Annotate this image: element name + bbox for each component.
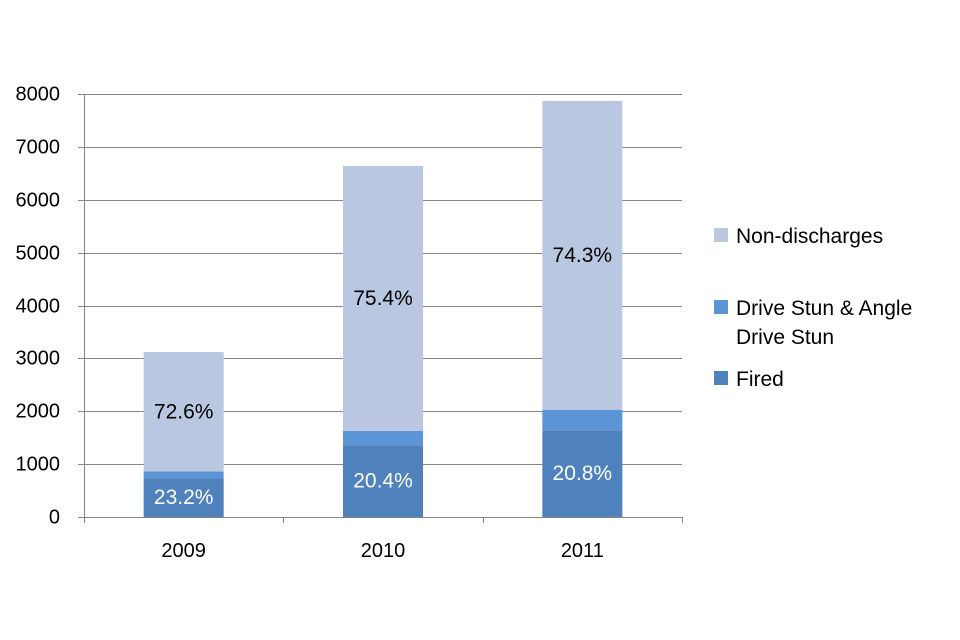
y-tick-label-5000: 5000: [16, 243, 61, 265]
y-tick-label-4000: 4000: [16, 296, 61, 318]
data-label-2009-series-0: 23.2%: [154, 486, 214, 509]
bar-2011-series-1: [542, 409, 623, 431]
axes: [78, 94, 683, 523]
x-tick-label-2009: 2009: [161, 540, 206, 562]
data-label-2010-series-0: 20.4%: [353, 470, 413, 493]
bar-2010-series-0: [343, 445, 423, 517]
x-tick-label-2010: 2010: [361, 540, 406, 562]
legend-swatch-fired: [714, 371, 728, 385]
bar-2010-series-1: [343, 430, 423, 446]
y-tick-label-0: 0: [49, 507, 60, 529]
y-tick-label-7000: 7000: [16, 137, 61, 159]
legend-label-drive-stun: Drive Stun & Angle Drive Stun: [736, 294, 912, 352]
data-label-2011-series-2: 74.3%: [553, 244, 613, 267]
y-tick-label-3000: 3000: [16, 348, 61, 370]
bar-2011-series-0: [542, 430, 623, 517]
y-tick-label-6000: 6000: [16, 190, 61, 212]
legend-item-non-discharges: Non-discharges: [714, 222, 883, 251]
legend-item-fired: Fired: [714, 365, 784, 394]
legend-label-fired: Fired: [736, 368, 784, 391]
data-labels: 23.2% 72.6% 20.4% 75.4% 20.8% 74.3%: [154, 244, 612, 509]
y-tick-labels: 0 1000 2000 3000 4000 5000 6000 7000 8000: [16, 84, 61, 529]
x-tick-label-2011: 2011: [561, 540, 604, 562]
bars: [143, 100, 623, 517]
y-tick-label-8000: 8000: [16, 84, 61, 106]
legend-label-drive-stun-line-1: Drive Stun & Angle: [736, 297, 913, 320]
legend-label-non-discharges: Non-discharges: [736, 225, 884, 248]
bar-2010-series-2: [343, 165, 423, 431]
bar-2009-series-1: [143, 471, 224, 479]
legend-label-drive-stun-line-2: Drive Stun: [736, 326, 835, 349]
y-tick-label-1000: 1000: [16, 454, 61, 476]
data-label-2011-series-0: 20.8%: [553, 462, 613, 485]
bar-2011-series-2: [542, 100, 623, 410]
bar-2009-series-2: [143, 352, 224, 472]
data-label-2010-series-2: 75.4%: [353, 287, 413, 310]
x-tick-labels: 2009 2010 2011: [161, 540, 603, 562]
legend-swatch-drive-stun: [714, 300, 728, 314]
y-tick-label-2000: 2000: [16, 401, 61, 423]
legend-item-drive-stun: Drive Stun & Angle Drive Stun: [714, 294, 912, 352]
legend-swatch-non-discharges: [714, 228, 728, 242]
data-label-2009-series-2: 72.6%: [154, 400, 214, 423]
bar-2009-series-0: [143, 478, 224, 517]
